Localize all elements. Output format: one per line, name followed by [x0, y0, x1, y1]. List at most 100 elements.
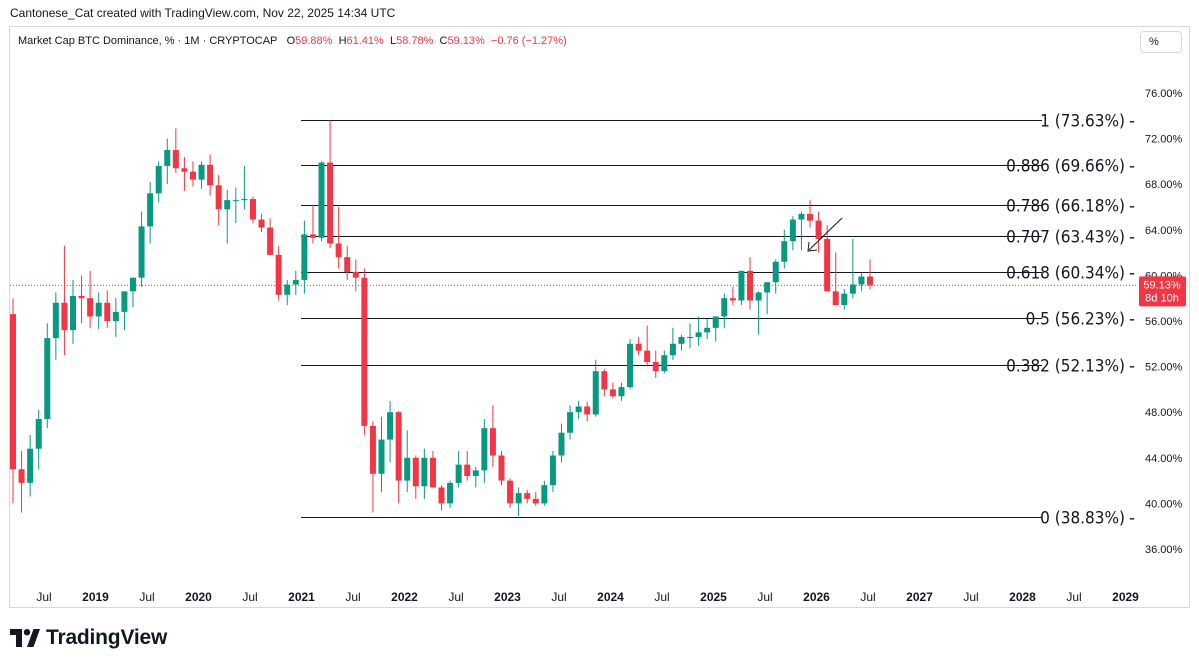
candle-body — [755, 292, 762, 301]
fib-label: 0 (38.83%) — [1040, 509, 1125, 529]
tradingview-logo-icon — [10, 629, 40, 647]
candle — [112, 298, 119, 337]
candle-body — [95, 302, 102, 317]
candle-body — [10, 314, 16, 470]
candle — [147, 181, 154, 244]
candle-body — [447, 482, 454, 504]
symbol-name[interactable]: Market Cap BTC Dominance, % · 1M · CRYPT… — [18, 35, 278, 47]
time-tick-label: 2023 — [494, 590, 521, 604]
time-tick-label: Jul — [139, 590, 154, 604]
candle — [584, 401, 591, 422]
candle — [687, 323, 694, 349]
footer-logo: TradingView — [10, 626, 167, 650]
candle — [541, 480, 548, 506]
percent-scale-button[interactable]: % — [1140, 31, 1182, 53]
candle-body — [584, 406, 591, 415]
symbol-legend: Market Cap BTC Dominance, % · 1M · CRYPT… — [18, 35, 567, 47]
fib-label-dash: - — [1129, 509, 1135, 529]
candle — [678, 334, 685, 351]
candle — [78, 275, 85, 324]
candle-body — [207, 164, 214, 186]
candle-body — [78, 295, 85, 299]
candle — [601, 368, 608, 397]
candle-body — [361, 277, 368, 426]
candle-body — [44, 338, 51, 420]
candle — [455, 450, 462, 488]
candle-body — [155, 165, 162, 194]
candle-body — [798, 213, 805, 220]
candle — [352, 259, 359, 292]
candle-body — [558, 432, 565, 456]
time-axis: Jul 2019 Jul 2020 Jul 2021 Jul 2022 Jul 2023 Jul 20… — [36, 590, 1139, 604]
price-tick-label: 44.00% — [1145, 453, 1183, 465]
candle-body — [318, 162, 325, 238]
candle-body — [18, 469, 25, 483]
fib-label-dash: - — [1129, 157, 1135, 177]
candle — [395, 411, 402, 504]
candle-body — [438, 487, 445, 504]
candle — [472, 466, 479, 488]
candle — [747, 257, 754, 310]
candle-body — [352, 271, 359, 278]
candle — [755, 291, 762, 335]
candle-body — [429, 457, 436, 488]
candle-body — [129, 277, 136, 292]
candle — [52, 292, 59, 360]
candle — [95, 292, 102, 329]
candle — [849, 238, 856, 299]
annotations — [807, 217, 843, 252]
candle-body — [507, 480, 514, 504]
time-tick-label: 2025 — [700, 590, 727, 604]
candle-body — [292, 279, 299, 285]
time-tick-label: Jul — [36, 590, 51, 604]
candle — [644, 325, 651, 367]
candle-body — [481, 428, 488, 471]
price-tick-label: 36.00% — [1145, 544, 1183, 556]
candle — [412, 455, 419, 499]
candle — [464, 450, 471, 481]
close-label: C — [439, 35, 448, 47]
time-tick-label: 2024 — [597, 590, 624, 604]
candle-body — [738, 270, 745, 301]
candle — [549, 450, 556, 492]
candle — [421, 448, 428, 499]
candle — [18, 450, 25, 513]
candle-body — [215, 185, 222, 210]
candles — [10, 120, 873, 516]
candle-body — [635, 343, 642, 351]
candle — [215, 175, 222, 226]
candle-body — [747, 270, 754, 301]
candle-body — [824, 238, 831, 292]
candle-body — [455, 464, 462, 483]
arrow-annotation — [808, 217, 843, 251]
candle — [138, 211, 145, 287]
time-tick-label: Jul — [1066, 590, 1081, 604]
candle-body — [258, 219, 265, 228]
fib-label: 0.5 (56.23%) — [1026, 310, 1125, 330]
time-tick-label: Jul — [860, 590, 875, 604]
candle-body — [147, 193, 154, 227]
candle-body — [181, 168, 188, 172]
candle-body — [27, 448, 34, 483]
candle — [447, 480, 454, 508]
candle — [155, 161, 162, 203]
candle-body — [772, 261, 779, 283]
candle-body — [644, 350, 651, 363]
candle — [249, 196, 256, 223]
candle-body — [601, 371, 608, 390]
candle-body — [652, 362, 659, 372]
candle — [27, 435, 34, 497]
candle-body — [224, 200, 231, 210]
fib-label: 0.786 (66.18%) — [1006, 197, 1125, 217]
fib-label: 0.382 (52.13%) — [1006, 357, 1125, 377]
bar-countdown: 8d 10h — [1145, 292, 1179, 304]
candle — [309, 204, 316, 244]
last-price-tag — [1139, 276, 1186, 307]
candle-body — [369, 425, 376, 474]
candle-body — [592, 371, 599, 415]
candle-body — [515, 493, 522, 504]
candle — [695, 316, 702, 347]
candle-body — [344, 257, 351, 272]
price-tick-label: 76.00% — [1145, 88, 1183, 100]
